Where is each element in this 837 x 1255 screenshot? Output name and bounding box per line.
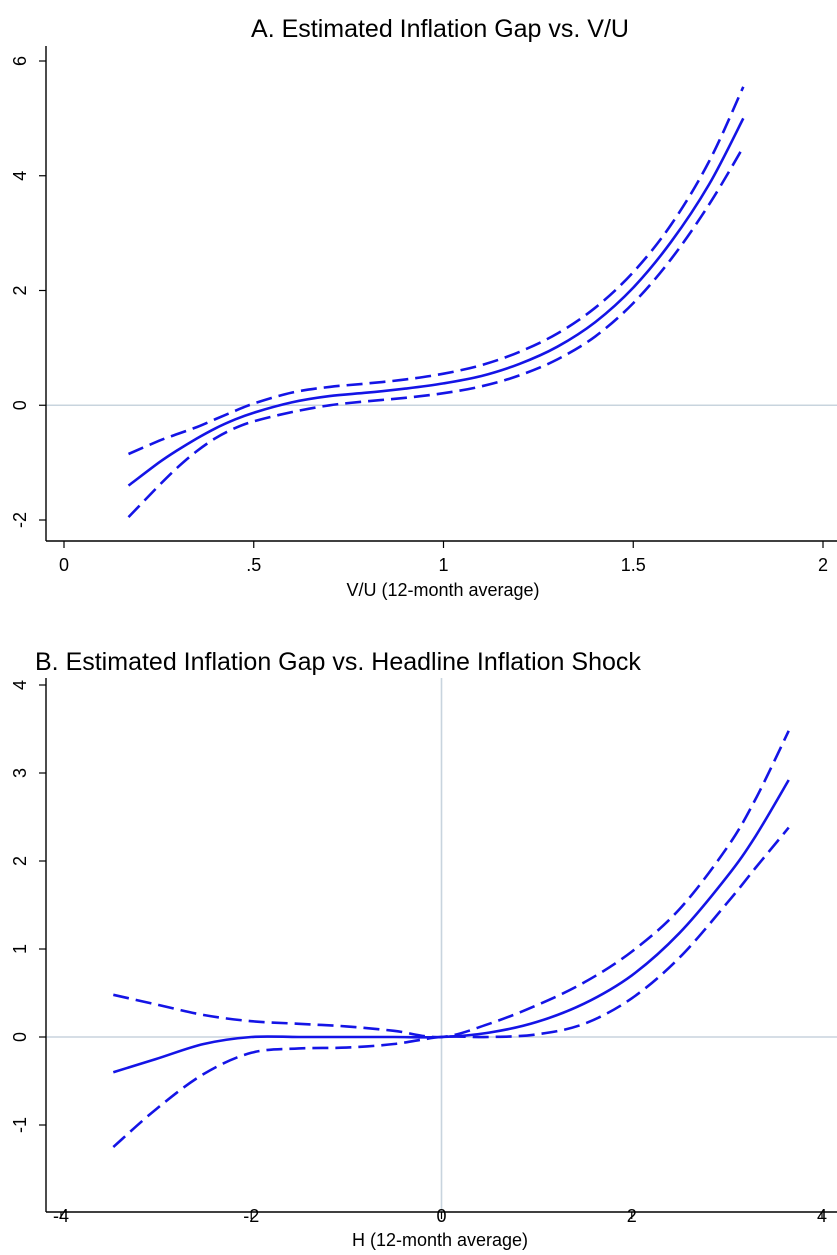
y-tick-label: 0 <box>10 400 30 410</box>
y-tick-label: 4 <box>10 171 30 181</box>
confidence-band-line <box>112 826 790 1148</box>
chart-title: B. Estimated Inflation Gap vs. Headline … <box>35 648 641 676</box>
x-tick-label: -2 <box>243 1206 259 1226</box>
y-tick-label: 0 <box>10 1032 30 1042</box>
x-tick-label: 0 <box>436 1206 446 1226</box>
y-tick-label: -2 <box>10 512 30 528</box>
y-tick-label: 2 <box>10 856 30 866</box>
panel-b-inflation-gap-vs-headline-shock: B. Estimated Inflation Gap vs. Headline … <box>10 648 837 1250</box>
y-tick-label: 1 <box>10 944 30 954</box>
y-tick-label: 3 <box>10 768 30 778</box>
x-axis-label: H (12-month average) <box>352 1230 528 1250</box>
x-tick-label: 4 <box>817 1206 827 1226</box>
y-tick-label: 4 <box>10 680 30 690</box>
confidence-band-line <box>113 730 790 1039</box>
chart-title: A. Estimated Inflation Gap vs. V/U <box>251 15 629 43</box>
estimate-line <box>127 117 745 487</box>
confidence-band-line <box>127 146 745 519</box>
y-tick-label: -1 <box>10 1117 30 1133</box>
x-tick-label: 1 <box>438 555 448 575</box>
y-tick-label: 2 <box>10 285 30 295</box>
confidence-band-line <box>127 86 745 456</box>
x-tick-label: 0 <box>59 555 69 575</box>
x-axis-label: V/U (12-month average) <box>346 580 539 600</box>
panel-a-inflation-gap-vs-vu: A. Estimated Inflation Gap vs. V/U V/U (… <box>10 15 837 600</box>
x-tick-label: .5 <box>246 555 261 575</box>
estimate-line <box>112 779 790 1074</box>
x-tick-label: 2 <box>818 555 828 575</box>
x-tick-label: 2 <box>627 1206 637 1226</box>
x-tick-label: 1.5 <box>621 555 646 575</box>
y-tick-label: 6 <box>10 56 30 66</box>
x-tick-label: -4 <box>53 1206 69 1226</box>
